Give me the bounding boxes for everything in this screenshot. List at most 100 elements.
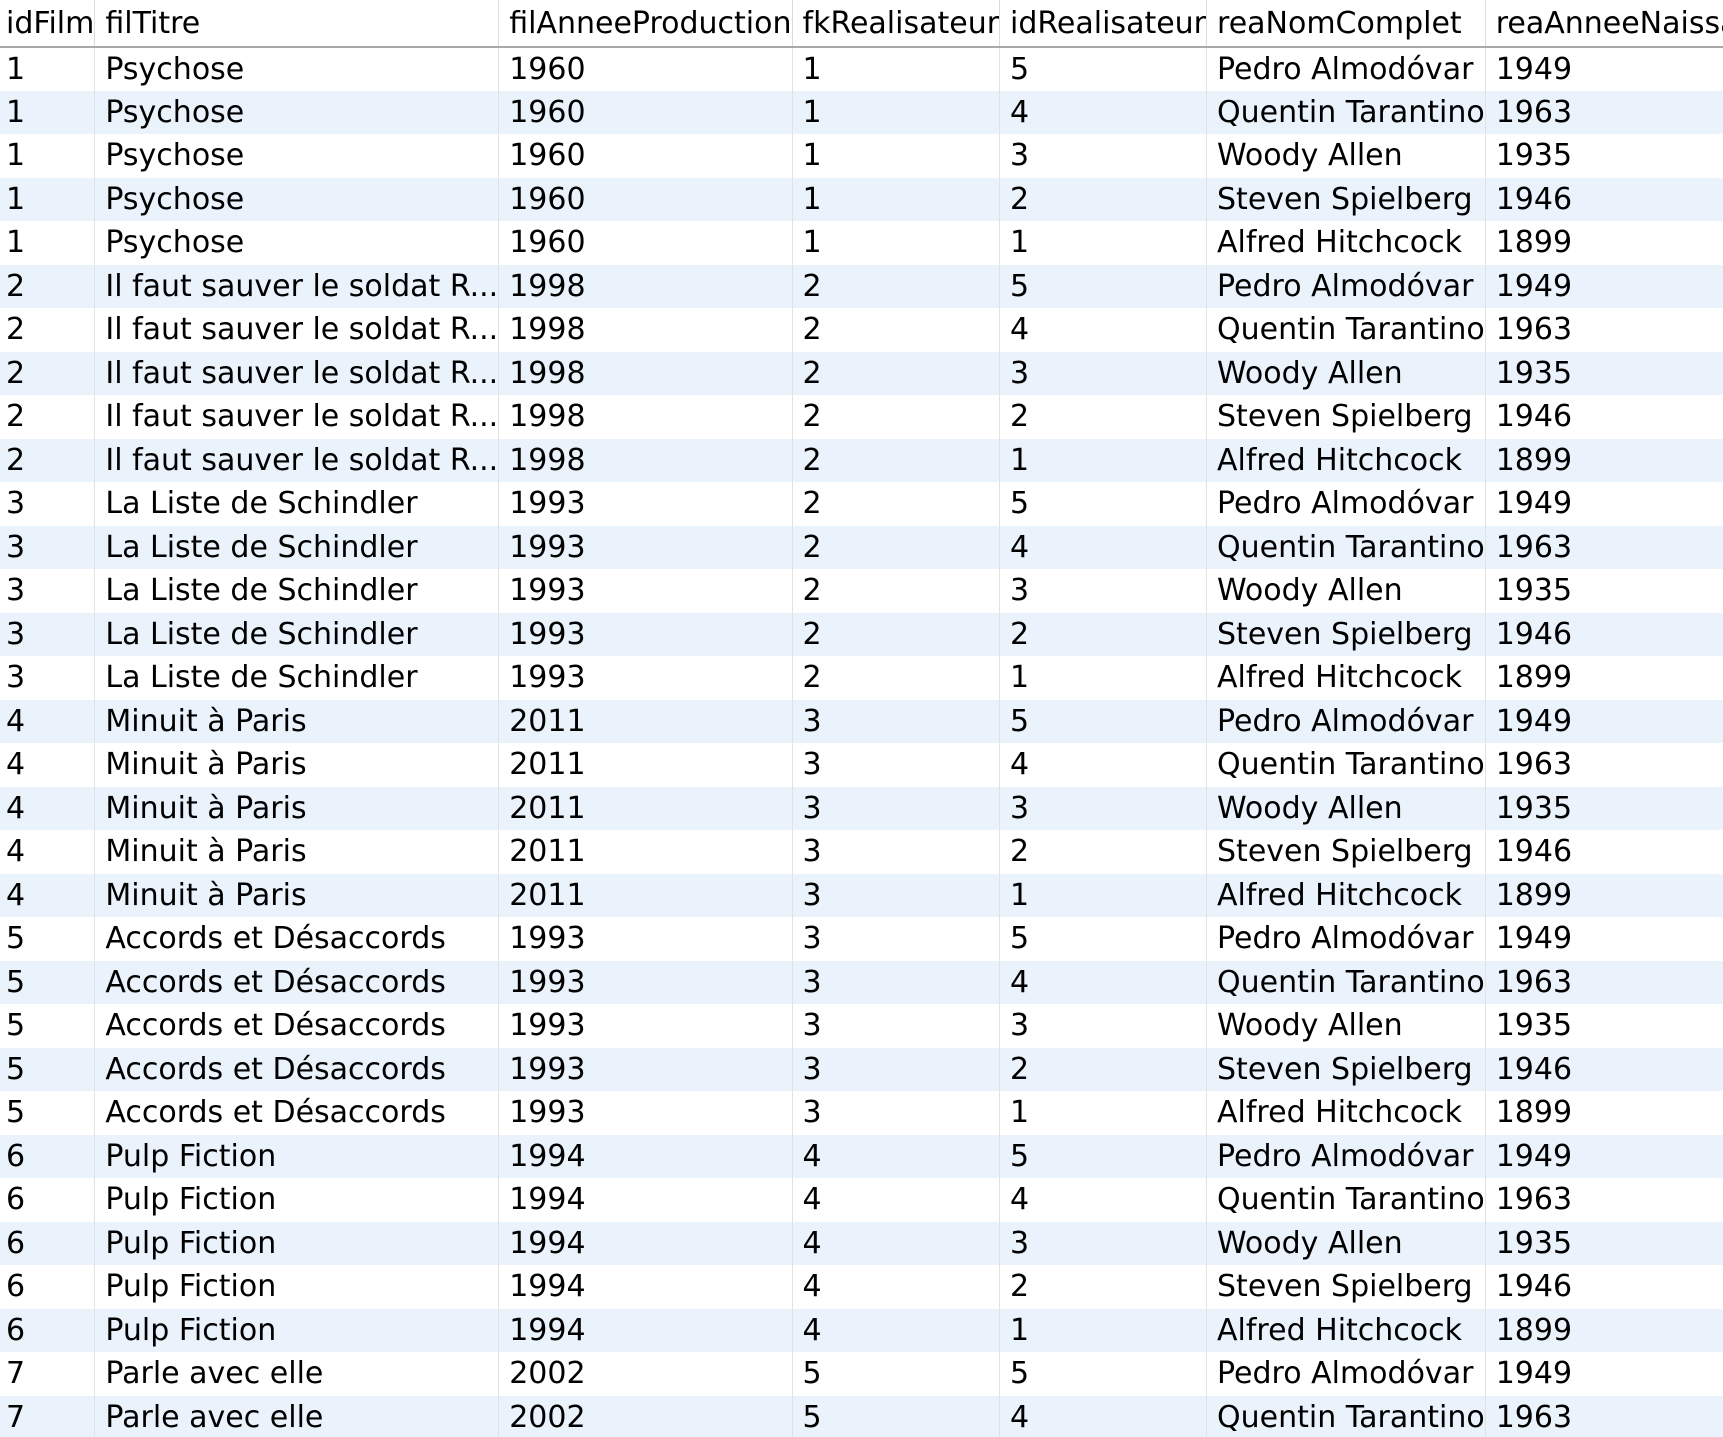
column-header-idrealisateur[interactable]: idRealisateur [999, 0, 1208, 48]
cell-fkrealisateur[interactable]: 3 [792, 786, 1001, 830]
cell-filanneeproduction[interactable]: 1993 [498, 482, 793, 526]
cell-idrealisateur[interactable]: 1 [999, 873, 1208, 917]
cell-filanneeproduction[interactable]: 1994 [498, 1178, 793, 1222]
cell-idrealisateur[interactable]: 4 [999, 743, 1208, 787]
cell-idrealisateur[interactable]: 3 [999, 351, 1208, 395]
cell-fkrealisateur[interactable]: 2 [792, 656, 1001, 700]
cell-idfilm[interactable]: 4 [0, 830, 96, 874]
cell-reaanneenaissance[interactable]: 1946 [1485, 1265, 1723, 1309]
cell-idrealisateur[interactable]: 3 [999, 569, 1208, 613]
cell-filanneeproduction[interactable]: 1994 [498, 1308, 793, 1352]
cell-idfilm[interactable]: 3 [0, 612, 96, 656]
cell-idfilm[interactable]: 4 [0, 873, 96, 917]
cell-filtitre[interactable]: Accords et Désaccords [94, 1091, 500, 1135]
cell-idfilm[interactable]: 5 [0, 917, 96, 961]
cell-filanneeproduction[interactable]: 1994 [498, 1134, 793, 1178]
cell-filtitre[interactable]: Il faut sauver le soldat R... [94, 351, 500, 395]
cell-reaanneenaissance[interactable]: 1946 [1485, 1047, 1723, 1091]
cell-fkrealisateur[interactable]: 2 [792, 482, 1001, 526]
cell-reanomcomplet[interactable]: Quentin Tarantino [1206, 743, 1486, 787]
cell-reanomcomplet[interactable]: Quentin Tarantino [1206, 308, 1486, 352]
cell-reaanneenaissance[interactable]: 1899 [1485, 438, 1723, 482]
cell-filanneeproduction[interactable]: 1993 [498, 917, 793, 961]
table-row[interactable]: 5 Accords et Désaccords 1993 3 2 Steven … [0, 1047, 1723, 1091]
cell-filanneeproduction[interactable]: 1993 [498, 656, 793, 700]
cell-reanomcomplet[interactable]: Alfred Hitchcock [1206, 1091, 1486, 1135]
cell-reanomcomplet[interactable]: Pedro Almodóvar [1206, 47, 1486, 91]
cell-idfilm[interactable]: 3 [0, 482, 96, 526]
cell-reanomcomplet[interactable]: Quentin Tarantino [1206, 960, 1486, 1004]
cell-filanneeproduction[interactable]: 1994 [498, 1265, 793, 1309]
cell-idfilm[interactable]: 1 [0, 47, 96, 91]
cell-idfilm[interactable]: 5 [0, 960, 96, 1004]
cell-idrealisateur[interactable]: 5 [999, 1134, 1208, 1178]
cell-reaanneenaissance[interactable]: 1899 [1485, 1091, 1723, 1135]
cell-idrealisateur[interactable]: 2 [999, 612, 1208, 656]
table-row[interactable]: 6 Pulp Fiction 1994 4 1 Alfred Hitchcock… [0, 1308, 1723, 1352]
cell-idfilm[interactable]: 5 [0, 1047, 96, 1091]
cell-idrealisateur[interactable]: 2 [999, 177, 1208, 221]
table-row[interactable]: 6 Pulp Fiction 1994 4 4 Quentin Tarantin… [0, 1178, 1723, 1222]
table-row[interactable]: 2 Il faut sauver le soldat R... 1998 2 2… [0, 395, 1723, 439]
cell-reaanneenaissance[interactable]: 1949 [1485, 917, 1723, 961]
cell-fkrealisateur[interactable]: 4 [792, 1308, 1001, 1352]
cell-filtitre[interactable]: Pulp Fiction [94, 1308, 500, 1352]
cell-reanomcomplet[interactable]: Quentin Tarantino [1206, 1178, 1486, 1222]
cell-idrealisateur[interactable]: 1 [999, 1308, 1208, 1352]
cell-filanneeproduction[interactable]: 1960 [498, 90, 793, 134]
table-row[interactable]: 4 Minuit à Paris 2011 3 3 Woody Allen 19… [0, 786, 1723, 830]
table-row[interactable]: 2 Il faut sauver le soldat R... 1998 2 4… [0, 308, 1723, 352]
cell-idrealisateur[interactable]: 1 [999, 221, 1208, 265]
cell-filanneeproduction[interactable]: 2002 [498, 1352, 793, 1396]
table-row[interactable]: 1 Psychose 1960 1 2 Steven Spielberg 194… [0, 177, 1723, 221]
table-row[interactable]: 3 La Liste de Schindler 1993 2 1 Alfred … [0, 656, 1723, 700]
cell-idrealisateur[interactable]: 3 [999, 134, 1208, 178]
cell-reaanneenaissance[interactable]: 1946 [1485, 612, 1723, 656]
cell-idrealisateur[interactable]: 4 [999, 90, 1208, 134]
table-row[interactable]: 7 Parle avec elle 2002 5 5 Pedro Almodóv… [0, 1352, 1723, 1396]
cell-reaanneenaissance[interactable]: 1963 [1485, 743, 1723, 787]
cell-filtitre[interactable]: Minuit à Paris [94, 830, 500, 874]
cell-filtitre[interactable]: La Liste de Schindler [94, 656, 500, 700]
cell-idrealisateur[interactable]: 4 [999, 960, 1208, 1004]
cell-filanneeproduction[interactable]: 1994 [498, 1221, 793, 1265]
table-row[interactable]: 1 Psychose 1960 1 3 Woody Allen 1935 [0, 134, 1723, 178]
cell-idfilm[interactable]: 6 [0, 1308, 96, 1352]
cell-filtitre[interactable]: Psychose [94, 134, 500, 178]
cell-idrealisateur[interactable]: 3 [999, 1004, 1208, 1048]
cell-filanneeproduction[interactable]: 1993 [498, 1004, 793, 1048]
cell-filtitre[interactable]: La Liste de Schindler [94, 525, 500, 569]
cell-idrealisateur[interactable]: 1 [999, 1091, 1208, 1135]
cell-idrealisateur[interactable]: 1 [999, 656, 1208, 700]
cell-reanomcomplet[interactable]: Alfred Hitchcock [1206, 221, 1486, 265]
cell-idrealisateur[interactable]: 2 [999, 395, 1208, 439]
cell-reaanneenaissance[interactable]: 1935 [1485, 1004, 1723, 1048]
cell-idrealisateur[interactable]: 3 [999, 1221, 1208, 1265]
cell-fkrealisateur[interactable]: 1 [792, 134, 1001, 178]
cell-idfilm[interactable]: 6 [0, 1134, 96, 1178]
cell-reaanneenaissance[interactable]: 1963 [1485, 525, 1723, 569]
cell-idfilm[interactable]: 7 [0, 1395, 96, 1437]
column-header-reanomcomplet[interactable]: reaNomComplet [1206, 0, 1486, 48]
cell-reanomcomplet[interactable]: Woody Allen [1206, 569, 1486, 613]
table-row[interactable]: 6 Pulp Fiction 1994 4 2 Steven Spielberg… [0, 1265, 1723, 1309]
cell-filtitre[interactable]: Psychose [94, 90, 500, 134]
cell-filtitre[interactable]: La Liste de Schindler [94, 482, 500, 526]
cell-reaanneenaissance[interactable]: 1949 [1485, 482, 1723, 526]
table-row[interactable]: 1 Psychose 1960 1 5 Pedro Almodóvar 1949 [0, 47, 1723, 91]
cell-reaanneenaissance[interactable]: 1946 [1485, 395, 1723, 439]
table-row[interactable]: 5 Accords et Désaccords 1993 3 3 Woody A… [0, 1004, 1723, 1048]
cell-filtitre[interactable]: Minuit à Paris [94, 786, 500, 830]
cell-reaanneenaissance[interactable]: 1949 [1485, 1134, 1723, 1178]
table-row[interactable]: 4 Minuit à Paris 2011 3 5 Pedro Almodóva… [0, 699, 1723, 743]
cell-filtitre[interactable]: Pulp Fiction [94, 1221, 500, 1265]
table-row[interactable]: 3 La Liste de Schindler 1993 2 2 Steven … [0, 612, 1723, 656]
cell-idrealisateur[interactable]: 4 [999, 308, 1208, 352]
cell-fkrealisateur[interactable]: 5 [792, 1395, 1001, 1437]
cell-filanneeproduction[interactable]: 1993 [498, 1047, 793, 1091]
cell-reaanneenaissance[interactable]: 1949 [1485, 1352, 1723, 1396]
table-row[interactable]: 1 Psychose 1960 1 4 Quentin Tarantino 19… [0, 90, 1723, 134]
cell-filanneeproduction[interactable]: 1960 [498, 134, 793, 178]
column-header-fkrealisateur[interactable]: fkRealisateur [792, 0, 1001, 48]
